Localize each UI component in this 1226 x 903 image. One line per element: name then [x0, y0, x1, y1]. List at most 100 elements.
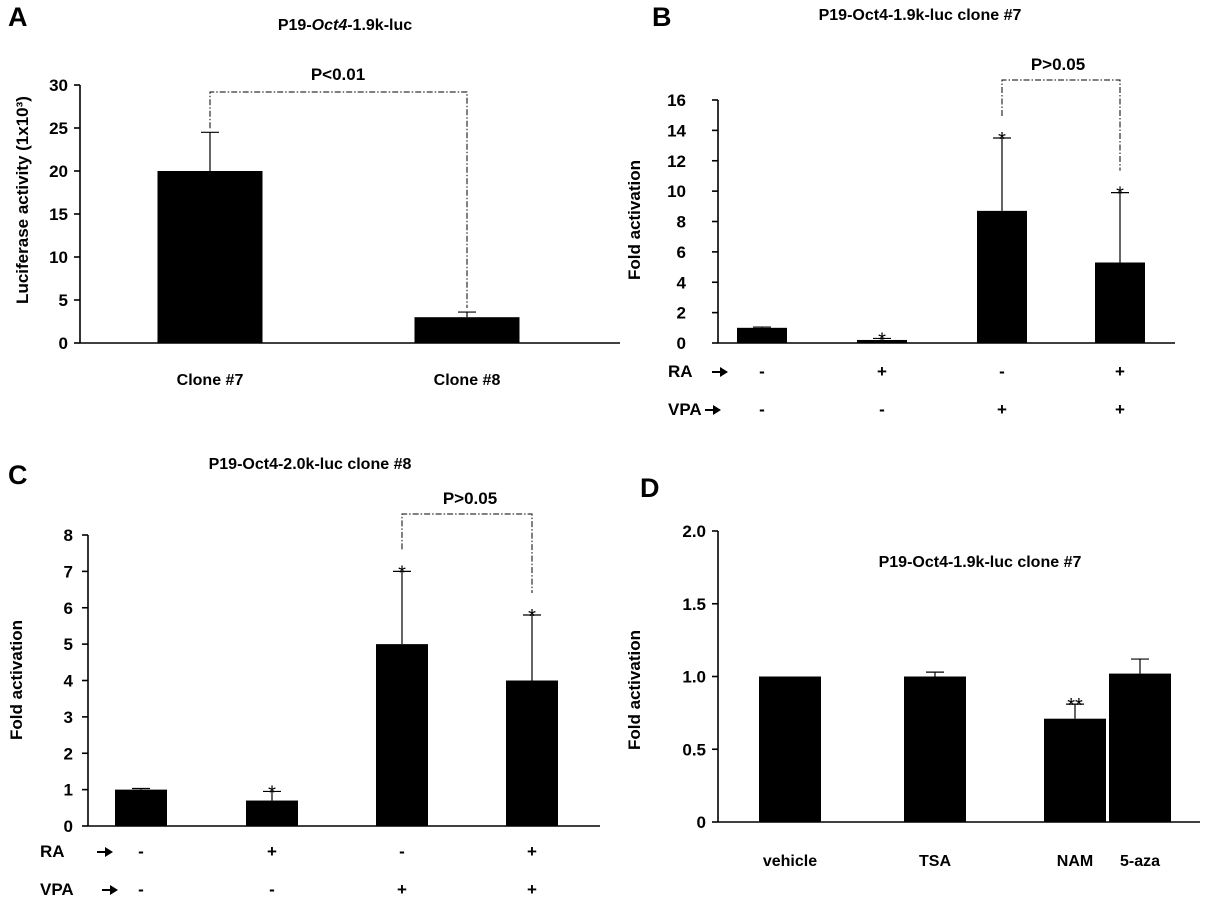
- bar: [857, 339, 907, 343]
- condition-sign: -: [138, 842, 144, 861]
- bar: [115, 789, 167, 826]
- y-tick-label: 12: [667, 152, 686, 171]
- panel-letter-d: D: [640, 473, 660, 503]
- panel-d-plot: 0 0.5 1.0 1.5 2.0 ** vehicle TSA NAM 5-aza: [682, 522, 1200, 870]
- bar: [1109, 673, 1171, 822]
- condition-sign: +: [267, 842, 277, 861]
- category-label: 5-aza: [1120, 853, 1160, 870]
- y-tick-label: 2: [64, 744, 73, 763]
- panel-b-plot: 0 2 4 6 8 10 12 14 16 * * * RA - + - + VPA - - + + P>0.05: [667, 55, 1175, 419]
- y-tick-label: 0.5: [682, 740, 706, 759]
- significance-star: *: [878, 329, 886, 351]
- panel-c-ylabel: Fold activation: [7, 620, 26, 740]
- condition-label: VPA: [668, 400, 702, 419]
- bar: [1044, 718, 1106, 822]
- category-label: TSA: [919, 853, 951, 870]
- bar: [1095, 262, 1145, 343]
- panel-letter-a: A: [8, 2, 28, 32]
- panel-b: B P19-Oct4-1.9k-luc clone #7 Fold activa…: [625, 2, 1175, 419]
- bar: [737, 327, 787, 343]
- bar: [977, 210, 1027, 343]
- y-tick-label: 0: [64, 817, 73, 836]
- condition-sign: +: [527, 842, 537, 861]
- comparison-bracket: [209, 91, 468, 309]
- y-tick-label: 6: [677, 243, 686, 262]
- comparison-bracket: [401, 513, 533, 594]
- y-tick-label: 2.0: [682, 522, 706, 541]
- condition-sign: -: [759, 362, 765, 381]
- significance-star: *: [998, 129, 1006, 151]
- category-label: vehicle: [763, 853, 817, 870]
- bar: [157, 171, 263, 343]
- y-tick-label: 0: [697, 813, 706, 832]
- bar: [246, 800, 298, 826]
- condition-sign: +: [1115, 400, 1125, 419]
- arrow-head: [713, 405, 721, 415]
- y-tick-label: 5: [64, 635, 73, 654]
- arrow-head: [720, 367, 728, 377]
- arrow-head: [110, 885, 118, 895]
- significance-star: *: [528, 606, 536, 628]
- condition-sign: +: [397, 880, 407, 899]
- y-tick-label: 2: [677, 304, 686, 323]
- bar: [506, 680, 558, 826]
- bar: [759, 676, 821, 822]
- significance-star: **: [1067, 695, 1083, 717]
- category-label: Clone #8: [434, 372, 501, 389]
- panel-b-ylabel: Fold activation: [625, 160, 644, 280]
- panel-d-title: P19-Oct4-1.9k-luc clone #7: [879, 554, 1082, 571]
- condition-label: RA: [668, 362, 693, 381]
- y-tick-label: 1.0: [682, 668, 706, 687]
- panel-a-plot: 0 5 10 15 20 25 30 Clone #7 Clone #8 P<0.01: [49, 65, 620, 389]
- condition-sign: -: [999, 362, 1005, 381]
- condition-sign: -: [759, 400, 765, 419]
- y-tick-label: 10: [49, 248, 68, 267]
- significance-star: *: [1116, 184, 1124, 206]
- condition-sign: +: [1115, 362, 1125, 381]
- category-label: Clone #7: [177, 372, 244, 389]
- y-tick-label: 20: [49, 162, 68, 181]
- condition-label: VPA: [40, 880, 74, 899]
- panel-b-title: P19-Oct4-1.9k-luc clone #7: [819, 7, 1022, 24]
- condition-sign: +: [527, 880, 537, 899]
- y-tick-label: 16: [667, 91, 686, 110]
- arrow-head: [105, 847, 113, 857]
- y-tick-label: 4: [64, 672, 74, 691]
- panel-d: D P19-Oct4-1.9k-luc clone #7 Fold activa…: [625, 473, 1200, 870]
- y-tick-label: 1: [64, 781, 73, 800]
- condition-sign: -: [879, 400, 885, 419]
- comparison-label: P>0.05: [1031, 55, 1085, 74]
- condition-sign: -: [138, 880, 144, 899]
- y-tick-label: 8: [677, 213, 686, 232]
- y-tick-label: 5: [59, 291, 68, 310]
- condition-sign: -: [269, 880, 275, 899]
- comparison-bracket: [1001, 79, 1121, 171]
- panel-d-ylabel: Fold activation: [625, 630, 644, 750]
- condition-sign: +: [997, 400, 1007, 419]
- comparison-label: P<0.01: [311, 65, 365, 84]
- y-tick-label: 8: [64, 526, 73, 545]
- y-tick-label: 3: [64, 708, 73, 727]
- bar: [414, 317, 520, 343]
- y-tick-label: 14: [667, 121, 686, 140]
- significance-star: *: [398, 562, 406, 584]
- condition-label: RA: [40, 842, 65, 861]
- panel-c-title: P19-Oct4-2.0k-luc clone #8: [209, 456, 412, 473]
- condition-sign: -: [399, 842, 405, 861]
- y-tick-label: 6: [64, 599, 73, 618]
- category-label: NAM: [1057, 853, 1093, 870]
- panel-letter-c: C: [8, 460, 28, 490]
- y-tick-label: 1.5: [682, 595, 706, 614]
- y-tick-label: 25: [49, 119, 68, 138]
- bar: [904, 676, 966, 822]
- panel-a-title: P19-Oct4-1.9k-luc: [278, 17, 412, 34]
- y-tick-label: 10: [667, 182, 686, 201]
- panel-c-plot: 0 1 2 3 4 5 6 7 8 * * * RA - + - + VPA - - + + P>0.05: [40, 489, 600, 899]
- y-tick-label: 4: [677, 273, 687, 292]
- panel-a: A P19-Oct4-1.9k-luc Luciferase activity …: [8, 2, 620, 389]
- comparison-label: P>0.05: [443, 489, 497, 508]
- panel-c: C P19-Oct4-2.0k-luc clone #8 Fold activa…: [7, 456, 600, 899]
- panel-a-ylabel: Luciferase activity (1x10³): [13, 96, 32, 304]
- y-tick-label: 30: [49, 76, 68, 95]
